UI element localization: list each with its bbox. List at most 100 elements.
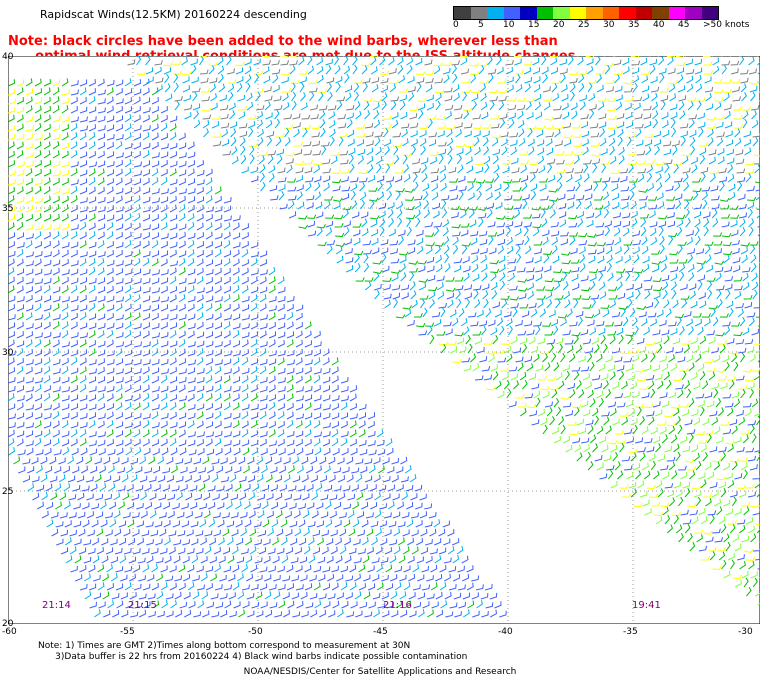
wind-barb (591, 407, 599, 417)
wind-barb (541, 66, 549, 75)
wind-barb (85, 476, 94, 483)
wind-barb (217, 56, 224, 66)
wind-barb (61, 296, 70, 303)
wind-barb (457, 175, 466, 183)
wind-barb (447, 340, 457, 345)
wind-barb (678, 532, 684, 543)
wind-barb (654, 298, 660, 309)
wind-barb (202, 114, 212, 120)
wind-barb (538, 408, 546, 417)
wind-barb (401, 129, 408, 138)
wind-barb (8, 124, 16, 132)
wind-barb (193, 457, 202, 465)
wind-barb (575, 344, 583, 354)
wind-barb (16, 150, 24, 159)
wind-barb (488, 73, 494, 84)
wind-barb (106, 178, 114, 186)
wind-barb (177, 547, 186, 555)
wind-barb (704, 462, 712, 471)
wind-barb (151, 386, 160, 393)
wind-barb (571, 366, 581, 372)
wind-barb (571, 266, 580, 273)
wind-barb (178, 348, 186, 357)
wind-barb (543, 96, 553, 102)
wind-barb (223, 240, 231, 249)
wind-barb (301, 456, 309, 465)
wind-barb (34, 358, 43, 366)
wind-barb (70, 161, 79, 168)
wind-barb (519, 372, 527, 381)
wind-barb (160, 286, 168, 294)
wind-barb (521, 182, 528, 192)
wind-barb (16, 312, 24, 321)
wind-barb (611, 177, 620, 183)
wind-barb (43, 357, 51, 366)
wind-barb (219, 94, 227, 102)
wind-barb (668, 235, 674, 246)
wind-barb (34, 384, 42, 393)
wind-barb (464, 284, 473, 291)
wind-barb (560, 352, 566, 363)
wind-barb (124, 438, 132, 447)
wind-barb (214, 331, 222, 339)
wind-barb (453, 258, 463, 264)
wind-barb (664, 483, 674, 489)
wind-barb (151, 359, 160, 366)
wind-barb (149, 493, 157, 501)
wind-barb (508, 266, 516, 273)
wind-barb (388, 228, 396, 237)
wind-barb (359, 182, 366, 192)
wind-barb (115, 115, 124, 123)
wind-barb (643, 276, 653, 282)
wind-barb (409, 610, 417, 618)
wind-barb (391, 610, 399, 618)
wind-barb (151, 214, 159, 222)
wind-barb (61, 341, 70, 348)
wind-barb (742, 106, 751, 111)
wind-barb (631, 218, 638, 228)
wind-barb (583, 409, 591, 417)
wind-barb (88, 278, 97, 285)
wind-barb (250, 404, 259, 411)
wind-barb (630, 56, 640, 58)
wind-barb (481, 610, 489, 618)
wind-barb (274, 457, 282, 465)
wind-barb (79, 214, 88, 222)
wind-barb (653, 139, 661, 147)
wind-barb (368, 187, 378, 192)
wind-barb (591, 374, 601, 381)
wind-barb (736, 519, 746, 525)
wind-barb (268, 429, 276, 438)
wind-barb (659, 73, 665, 84)
wind-barb (643, 113, 652, 120)
legend-color-bar (453, 6, 719, 20)
wind-barb (713, 232, 723, 237)
wind-barb (369, 197, 379, 202)
wind-barb (270, 466, 278, 474)
wind-barb (370, 219, 378, 228)
wind-barb (169, 168, 177, 177)
wind-barb (52, 393, 60, 402)
wind-barb (142, 160, 151, 168)
wind-barb (637, 173, 645, 183)
wind-barb (638, 188, 648, 193)
wind-barb (756, 415, 760, 426)
wind-barb (740, 242, 750, 247)
wind-barb (385, 564, 393, 573)
wind-barb (241, 375, 249, 384)
wind-barb (420, 298, 426, 309)
wind-barb (351, 211, 360, 219)
wind-barb (506, 388, 512, 399)
wind-barb (295, 312, 303, 321)
wind-barb (558, 203, 567, 210)
wind-barb (106, 285, 114, 294)
wind-barb (97, 277, 106, 285)
wind-barb (115, 341, 125, 348)
wind-barb (196, 222, 204, 231)
wind-barb (122, 512, 131, 519)
wind-barb (626, 136, 632, 147)
wind-barb (615, 94, 623, 102)
wind-barb (16, 87, 24, 96)
wind-barb (134, 447, 142, 456)
wind-barb (706, 433, 712, 444)
